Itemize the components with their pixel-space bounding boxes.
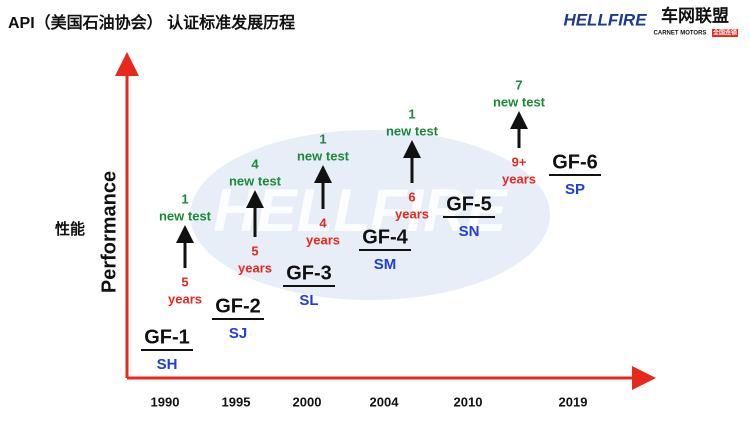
tests-label: new test (229, 173, 282, 188)
year: 2004 (370, 394, 400, 409)
year: 1995 (222, 394, 251, 409)
brand-sub: CARNET MOTORS (654, 31, 707, 37)
grade: GF-4 (362, 226, 408, 248)
grade: GF-1 (144, 326, 190, 348)
tests-label: new test (159, 208, 212, 223)
years-count: 4 (319, 215, 327, 230)
grade: GF-6 (552, 151, 598, 173)
tests-count: 7 (515, 77, 522, 92)
year: 1990 (151, 394, 180, 409)
tests-count: 1 (319, 131, 326, 146)
api-grade: SP (565, 181, 585, 198)
api-grade: SL (299, 292, 318, 309)
api-grade: SM (374, 256, 397, 273)
api-grade: SJ (229, 325, 247, 342)
years-count: 9+ (512, 154, 527, 169)
tests-count: 1 (408, 106, 415, 121)
grade: GF-3 (286, 262, 332, 284)
years-label: years (168, 291, 202, 306)
years-count: 5 (181, 274, 188, 289)
year: 2019 (559, 394, 588, 409)
y-label: Performance (98, 171, 120, 293)
tests-count: 1 (181, 191, 188, 206)
y-label-cn: 性能 (55, 220, 85, 238)
grade: GF-2 (215, 295, 261, 317)
years-label: years (502, 171, 536, 186)
years-label: years (238, 260, 272, 275)
tests-label: new test (493, 94, 546, 109)
logo: HELLFIRE (563, 10, 647, 29)
years-label: years (306, 232, 340, 247)
tests-label: new test (297, 148, 350, 163)
title: API（美国石油协会） 认证标准发展历程 (8, 13, 295, 32)
brand: 车网联盟 (661, 5, 729, 25)
tests-count: 4 (251, 156, 259, 171)
year: 2000 (293, 394, 322, 409)
tests-label: new test (386, 123, 439, 138)
api-grade: SN (459, 223, 480, 240)
watermark-bg (190, 130, 550, 300)
years-count: 6 (408, 189, 415, 204)
years-label: years (395, 206, 429, 221)
brand-tag-bg (712, 29, 738, 37)
years-count: 5 (251, 243, 258, 258)
api-grade: SH (157, 356, 178, 373)
year: 2010 (454, 394, 483, 409)
watermark: HELLFIRE (213, 177, 508, 244)
grade: GF-5 (446, 193, 492, 215)
brand-tag: 全国连锁 (712, 29, 737, 37)
